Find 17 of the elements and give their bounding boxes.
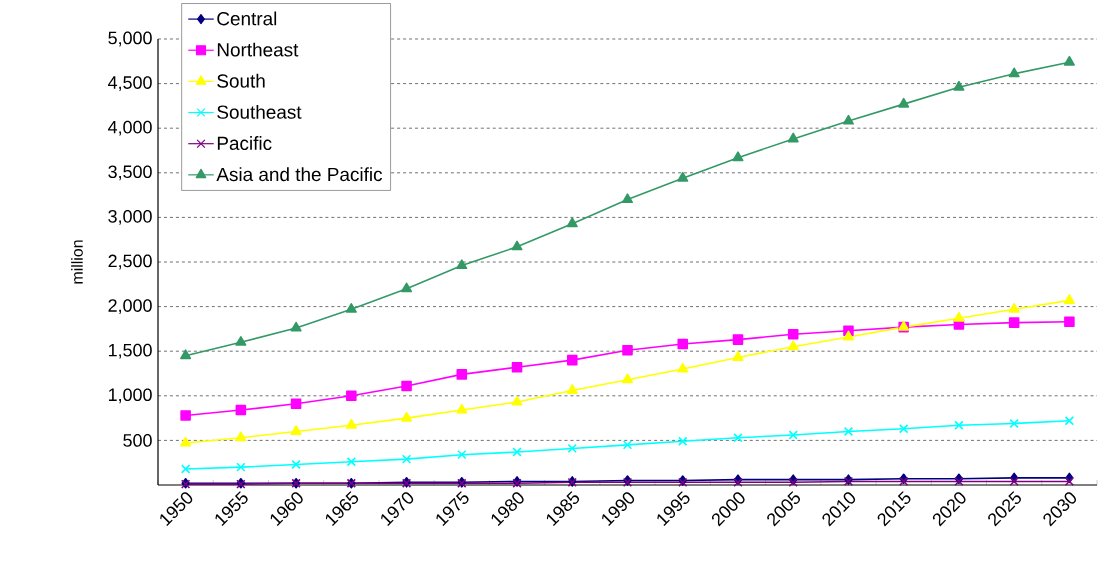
legend-label: South [217, 73, 265, 88]
y-tick-label: 4,000 [108, 120, 152, 136]
y-tick-label: 3,500 [108, 165, 152, 181]
y-axis-title: million [71, 240, 83, 284]
legend-label: Asia and the Pacific [216, 167, 383, 182]
y-tick-label: 500 [123, 434, 152, 447]
legend-label: Northeast [217, 42, 299, 57]
y-tick-label: 2,500 [108, 254, 152, 270]
y-tick-label: 3,000 [108, 209, 152, 225]
y-tick-label: 1,000 [108, 388, 152, 404]
y-tick-label: 1,500 [108, 343, 152, 359]
legend-label: Pacific [217, 136, 272, 150]
y-tick-label: 5,000 [108, 31, 152, 47]
legend-label: Central [217, 11, 277, 26]
legend-label: Southeast [217, 104, 302, 119]
y-tick-label: 2,000 [108, 299, 152, 315]
y-tick-label: 4,500 [108, 76, 152, 92]
